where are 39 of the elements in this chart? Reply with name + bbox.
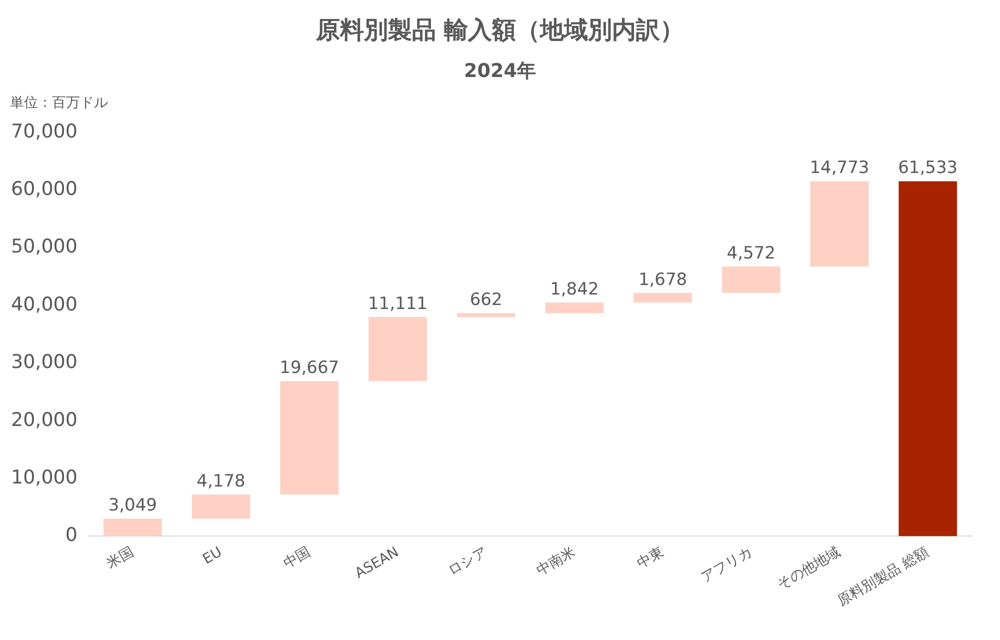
text: 単位：百万ドル [10,94,108,112]
bar [810,181,869,266]
x-tick-label: 中国 [280,544,314,572]
bar [722,266,780,293]
x-tick-label: ロシア [446,544,490,580]
data-label: 662 [470,290,502,310]
bar [545,302,604,314]
data-label: 3,049 [108,496,157,516]
data-label: 14,773 [810,158,870,178]
y-tick-label: 50,000 [10,236,78,258]
y-tick-label: 0 [65,524,78,546]
data-label: 4,178 [196,471,246,492]
x-tick-label: 中南米 [534,544,578,580]
y-tick-label: 60,000 [10,178,78,200]
y-tick-label: 40,000 [10,293,78,316]
data-label: 1,842 [550,279,599,300]
x-tick-label: EU [200,544,225,568]
x-tick-label: 米国 [104,544,136,572]
x-tick-label: 中東 [634,544,667,572]
bar [368,316,427,382]
bar [634,292,692,303]
bar [456,313,516,317]
data-label: 61,533 [898,158,958,178]
y-tick-label: 70,000 [10,120,78,142]
bar [104,518,162,536]
bar [280,381,339,495]
x-tick-label: その他地域 [774,544,844,594]
y-tick-label: 30,000 [10,351,78,374]
bar [898,181,957,536]
x-tick-label: アフリカ [698,544,755,586]
bar [192,494,250,519]
data-label: 1,678 [638,270,688,290]
y-tick-label: 10,000 [10,466,78,488]
data-label: 11,111 [368,294,428,314]
chart-title: 原料別製品 輸入額（地域別内訳） [314,15,686,46]
chart-subtitle: 2024年 [463,59,537,84]
y-tick-label: 20,000 [10,408,78,431]
data-label: 19,667 [280,358,340,378]
data-label: 4,572 [726,243,776,264]
